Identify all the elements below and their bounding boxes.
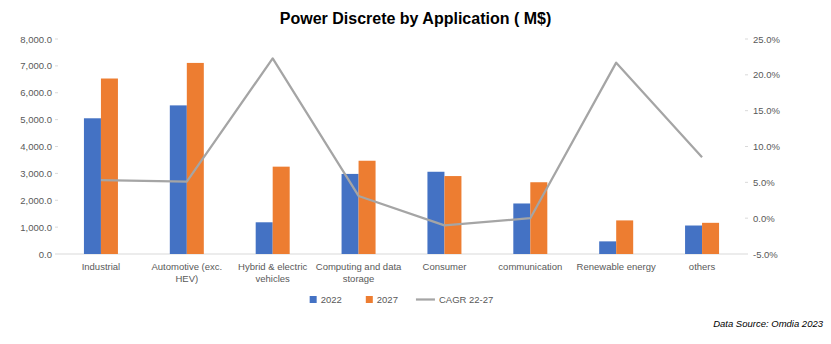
y2-tick bbox=[745, 254, 748, 255]
x-tick-label-line: HEV) bbox=[175, 273, 198, 284]
bar bbox=[513, 203, 530, 254]
y-tick bbox=[55, 39, 58, 40]
y2-tick bbox=[745, 74, 748, 75]
annotation: Data Source: Omdia 2023 bbox=[713, 318, 824, 329]
x-tick-label: Industrial bbox=[82, 261, 121, 272]
y2-tick bbox=[745, 39, 748, 40]
x-tick-label: Automotive (exc.HEV) bbox=[151, 261, 222, 284]
x-tick-label-line: Computing and data bbox=[316, 261, 402, 272]
x-axis-line bbox=[58, 254, 745, 255]
background bbox=[0, 0, 831, 344]
y-tick bbox=[55, 227, 58, 228]
bar bbox=[256, 222, 273, 254]
y2-tick-label: 20.0% bbox=[753, 69, 780, 80]
y-tick-label: 3,000.0 bbox=[20, 168, 52, 179]
y2-tick bbox=[745, 218, 748, 219]
y-tick bbox=[55, 200, 58, 201]
y-tick-label: 8,000.0 bbox=[20, 34, 52, 45]
x-tick-label: others bbox=[689, 261, 716, 272]
y-tick bbox=[55, 92, 58, 93]
y-tick bbox=[55, 254, 58, 255]
y2-tick-label: 10.0% bbox=[753, 141, 780, 152]
x-tick-label-line: Consumer bbox=[423, 261, 467, 272]
legend-swatch bbox=[416, 298, 435, 300]
y2-tick bbox=[745, 146, 748, 147]
x-tick-label-line: communication bbox=[498, 261, 562, 272]
legend-label: 2022 bbox=[321, 294, 342, 305]
x-tick-label-line: Hybrid & electric bbox=[238, 261, 307, 272]
line bbox=[101, 58, 702, 225]
y-tick bbox=[55, 146, 58, 147]
bar bbox=[187, 63, 204, 254]
y-tick bbox=[55, 173, 58, 174]
legend-item: CAGR 22-27 bbox=[416, 294, 493, 305]
x-tick-label: Renewable energy bbox=[577, 261, 656, 272]
y-tick-label: 6,000.0 bbox=[20, 87, 52, 98]
bar bbox=[616, 220, 633, 254]
x-tick-label-line: storage bbox=[343, 273, 375, 284]
x-tick-label-line: Automotive (exc. bbox=[151, 261, 222, 272]
legend-item: 2022 bbox=[310, 294, 342, 305]
x-tick-label: Hybrid & electricvehicles bbox=[238, 261, 307, 284]
bar bbox=[170, 105, 187, 254]
y-tick bbox=[55, 119, 58, 120]
y-tick-label: 1,000.0 bbox=[20, 222, 52, 233]
bar bbox=[427, 172, 444, 254]
bar bbox=[599, 241, 616, 254]
y-tick-label: 5,000.0 bbox=[20, 114, 52, 125]
y-tick bbox=[55, 65, 58, 66]
y-tick-label: 4,000.0 bbox=[20, 141, 52, 152]
y2-tick bbox=[745, 182, 748, 183]
bar bbox=[273, 167, 290, 254]
bar bbox=[84, 118, 101, 254]
legend-swatch bbox=[310, 296, 317, 303]
y-tick-label: 7,000.0 bbox=[20, 60, 52, 71]
bar bbox=[685, 226, 702, 254]
bar bbox=[342, 174, 359, 254]
bar bbox=[101, 79, 118, 254]
x-tick-label-line: vehicles bbox=[256, 273, 291, 284]
bar bbox=[702, 223, 719, 254]
y2-tick-label: 15.0% bbox=[753, 105, 780, 116]
x-tick-label: communication bbox=[498, 261, 562, 272]
y2-tick-label: 5.0% bbox=[753, 177, 775, 188]
legend-swatch bbox=[366, 296, 373, 303]
title: Power Discrete by Application ( M$) bbox=[280, 10, 551, 27]
bar bbox=[444, 176, 461, 254]
legend: 2022 2027 CAGR 22-27 bbox=[310, 294, 494, 305]
y-tick-label: 0.0 bbox=[39, 249, 52, 260]
y-tick-label: 2,000.0 bbox=[20, 195, 52, 206]
legend-item: 2027 bbox=[366, 294, 398, 305]
x-tick-label-line: Industrial bbox=[82, 261, 121, 272]
bar bbox=[359, 161, 376, 254]
y2-tick-label: 25.0% bbox=[753, 34, 780, 45]
y2-tick bbox=[745, 110, 748, 111]
y2-tick-label: 0.0% bbox=[753, 213, 775, 224]
chart: Power Discrete by Application ( M$) 0.0 1,… bbox=[0, 0, 831, 344]
x-tick-label-line: Renewable energy bbox=[577, 261, 656, 272]
x-tick-label-line: others bbox=[689, 261, 716, 272]
x-tick-label: Computing and datastorage bbox=[316, 261, 402, 284]
legend-label: CAGR 22-27 bbox=[439, 294, 493, 305]
legend-label: 2027 bbox=[377, 294, 398, 305]
y2-tick-label: -5.0% bbox=[753, 249, 778, 260]
plot-area bbox=[84, 58, 719, 254]
x-tick-label: Consumer bbox=[423, 261, 467, 272]
